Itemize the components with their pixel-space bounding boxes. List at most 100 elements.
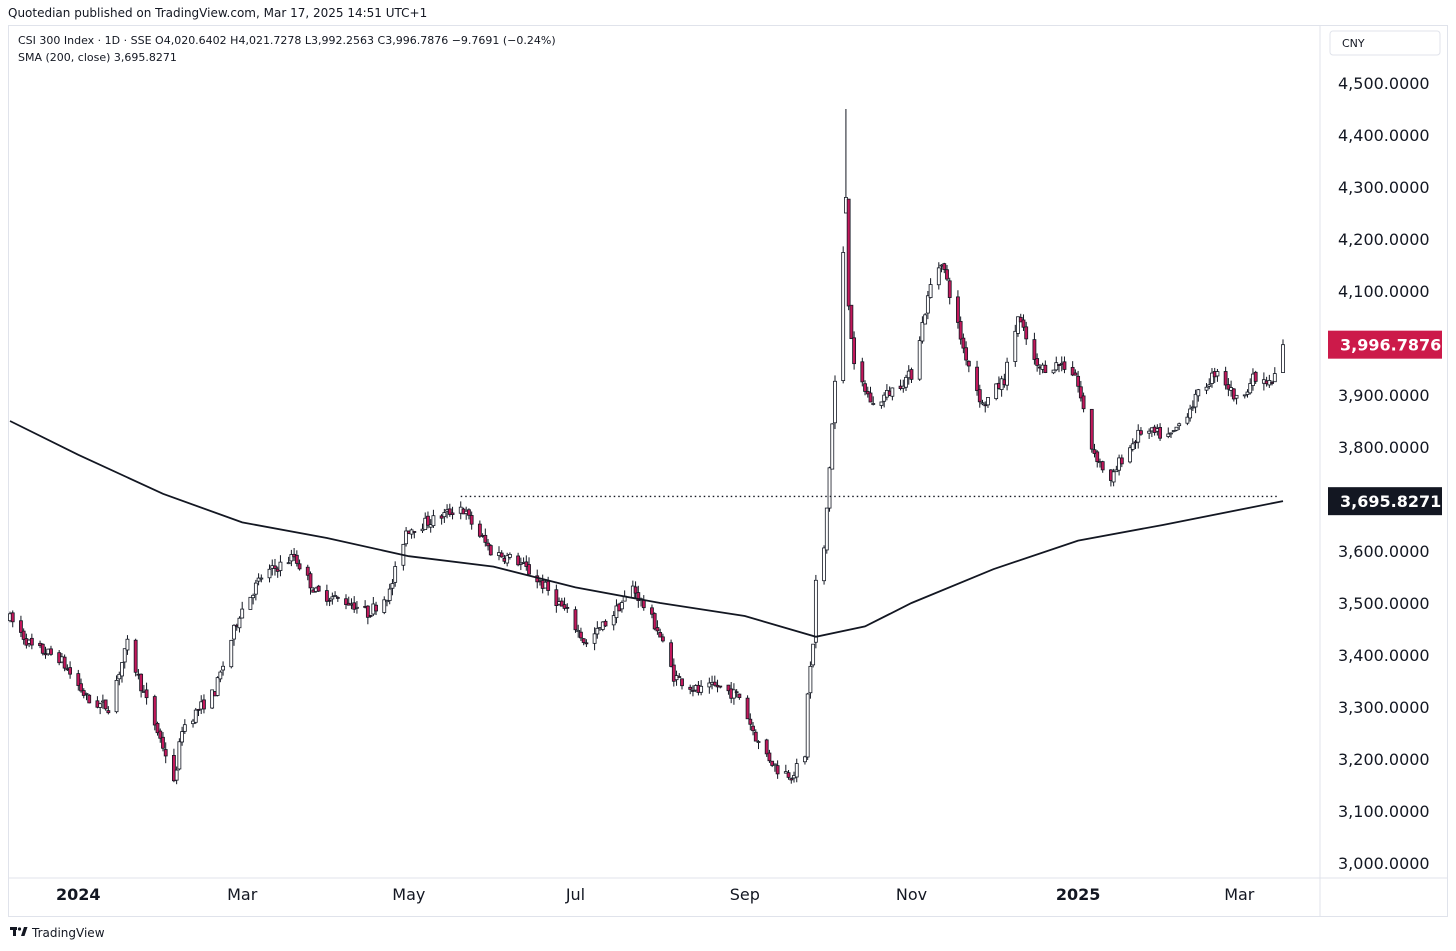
candle-body — [1231, 388, 1236, 400]
y-tick-label: 3,200.0000 — [1338, 750, 1430, 769]
candle-body — [1190, 406, 1195, 409]
candle-body — [177, 741, 182, 770]
candle-body — [221, 665, 225, 671]
candle-body — [994, 383, 999, 400]
publisher-caption: Quotedian published on TradingView.com, … — [8, 6, 428, 20]
candle-body — [871, 403, 876, 405]
candle-body — [660, 636, 665, 642]
candle-body — [718, 685, 723, 688]
candle-body — [297, 563, 302, 570]
candle-body — [1270, 381, 1274, 384]
candle-body — [1281, 344, 1285, 373]
candle-body — [202, 699, 206, 710]
chart-frame — [8, 25, 1448, 917]
candle-body — [240, 608, 245, 619]
candle-body — [486, 542, 490, 547]
candle-body — [412, 531, 417, 533]
candle-body — [248, 596, 253, 610]
candle-body — [852, 337, 857, 365]
candle-body — [863, 383, 867, 392]
candle-body — [803, 756, 807, 763]
candle-body — [1016, 316, 1020, 334]
candle-body — [671, 664, 676, 682]
y-tick-label: 4,100.0000 — [1338, 282, 1430, 301]
candle-body — [573, 609, 578, 631]
x-tick-label: 2024 — [56, 885, 101, 904]
candle-body — [1193, 393, 1198, 408]
y-tick-label: 3,100.0000 — [1338, 802, 1430, 821]
candle-body — [483, 534, 488, 543]
candle-body — [527, 564, 531, 575]
candle-body — [294, 554, 299, 564]
y-tick-label: 4,500.0000 — [1338, 74, 1430, 93]
candle-body — [909, 369, 914, 380]
candle-body — [882, 394, 887, 402]
sma-value-label: 3,695.8271 — [1340, 492, 1441, 511]
candle-body — [620, 602, 624, 610]
candle-body — [1128, 447, 1132, 463]
candle-body — [469, 515, 474, 525]
candle-body — [745, 697, 750, 720]
candle-body — [450, 512, 455, 515]
candle-body — [712, 681, 717, 686]
candle-body — [650, 607, 654, 615]
candle-body — [562, 604, 567, 609]
candle-body — [822, 547, 826, 582]
candle-body — [789, 778, 794, 781]
candle-body — [1215, 371, 1220, 377]
candle-body — [229, 639, 234, 668]
currency-button[interactable] — [1329, 30, 1441, 56]
sma-legend[interactable]: SMA (200, close) 3,695.8271 — [18, 51, 177, 64]
candles — [8, 109, 1285, 785]
candle-body — [641, 599, 646, 609]
candle-body — [1078, 386, 1083, 399]
candle-body — [947, 280, 952, 298]
candle-body — [917, 340, 922, 380]
tradingview-logo-icon — [10, 926, 28, 940]
candle-body — [499, 552, 504, 558]
candle-body — [636, 592, 641, 601]
candle-body — [584, 642, 589, 645]
candle-body — [879, 401, 884, 406]
candle-body — [1196, 389, 1201, 397]
sma-line — [9, 420, 1284, 638]
candle-body — [316, 585, 321, 592]
candle-body — [278, 561, 283, 571]
candle-body — [477, 523, 482, 537]
candle-body — [40, 643, 45, 654]
candle-body — [833, 380, 837, 424]
candle-body — [772, 763, 777, 766]
candle-body — [956, 296, 960, 323]
y-tick-label: 3,500.0000 — [1338, 594, 1430, 613]
footer-branding[interactable]: TradingView — [10, 926, 105, 940]
candle-body — [1169, 432, 1173, 435]
candle-body — [756, 741, 761, 743]
candle-body — [442, 512, 447, 518]
candle-body — [1111, 471, 1116, 483]
x-tick-label: Nov — [896, 885, 927, 904]
symbol-legend[interactable]: CSI 300 Index · 1D · SSE O4,020.6402 H4,… — [18, 34, 556, 47]
candle-body — [172, 755, 176, 782]
candle-body — [256, 577, 261, 582]
candle-body — [633, 586, 638, 594]
candle-body — [106, 710, 111, 714]
candle-body — [1035, 358, 1040, 366]
candle-body — [753, 731, 758, 742]
candle-body — [79, 683, 83, 692]
candle-body — [273, 565, 277, 569]
candle-body — [611, 615, 616, 626]
candle-body — [1024, 326, 1029, 340]
candle-body — [1021, 319, 1026, 328]
last-price-label: 3,996.7876 — [1340, 336, 1441, 355]
candle-body — [920, 322, 925, 342]
candle-body — [603, 620, 608, 627]
candle-body — [114, 679, 119, 713]
candle-body — [286, 562, 291, 565]
y-tick-label: 3,000.0000 — [1338, 854, 1430, 873]
candle-body — [404, 530, 409, 545]
candle-body — [1210, 372, 1214, 384]
plot-area — [8, 109, 1285, 785]
candle-body — [1166, 433, 1171, 437]
candle-body — [62, 656, 67, 669]
